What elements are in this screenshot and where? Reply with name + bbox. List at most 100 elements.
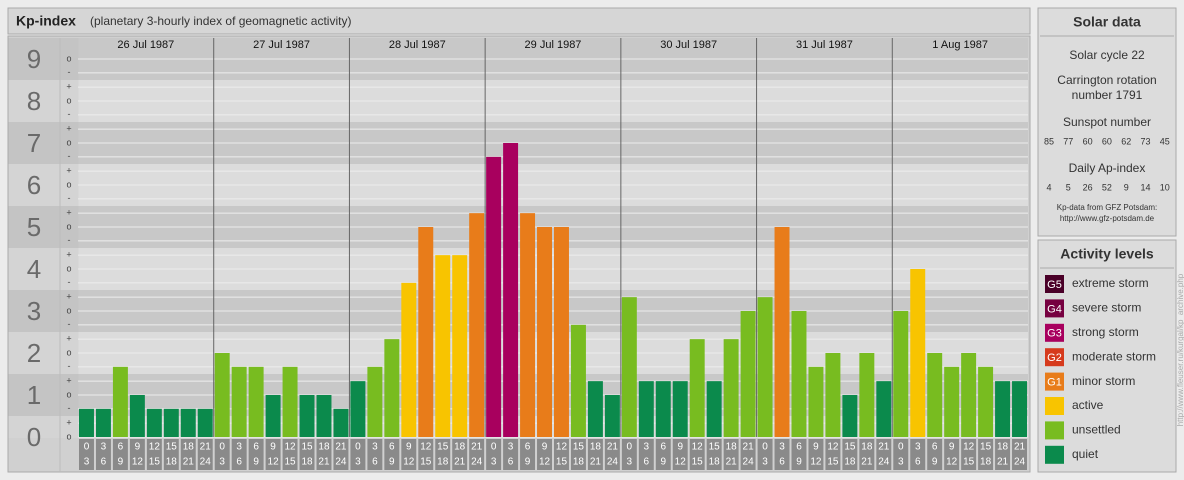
hour-label: 15 xyxy=(149,457,161,468)
hour-label: 15 xyxy=(284,457,296,468)
ap-value: 14 xyxy=(1140,182,1150,192)
hour-label: 12 xyxy=(946,457,958,468)
band xyxy=(8,38,79,80)
hour-box xyxy=(808,439,824,470)
chart-title: Kp-index xyxy=(16,13,76,29)
legend-badge: G2 xyxy=(1047,352,1062,364)
sunspot-value: 45 xyxy=(1160,136,1170,146)
hour-label: 18 xyxy=(861,442,873,453)
minor-tick-label: + xyxy=(66,376,71,386)
panel-text: Carrington rotation xyxy=(1057,73,1156,87)
bar xyxy=(180,408,196,437)
hour-box xyxy=(672,439,688,470)
bar xyxy=(1012,381,1027,437)
hour-label: 0 xyxy=(762,442,768,453)
hour-box xyxy=(893,439,909,470)
bar xyxy=(333,408,349,437)
minor-tick-label: o xyxy=(66,305,71,315)
hour-label: 12 xyxy=(132,457,144,468)
hour-label: 12 xyxy=(810,457,822,468)
bar xyxy=(825,353,841,437)
panel-title: Solar data xyxy=(1073,14,1141,30)
bar xyxy=(469,213,485,437)
hour-box xyxy=(859,439,875,470)
legend-badge: G5 xyxy=(1047,279,1062,291)
hour-box xyxy=(995,439,1011,470)
minor-tick-label: - xyxy=(68,193,71,203)
ap-value: 9 xyxy=(1124,182,1129,192)
bar xyxy=(214,353,230,437)
legend-label: quiet xyxy=(1072,447,1099,461)
panel-text: Solar cycle 22 xyxy=(1069,48,1145,62)
hour-label: 12 xyxy=(539,457,551,468)
ap-value: 5 xyxy=(1066,182,1071,192)
hour-box xyxy=(910,439,926,470)
hour-label: 6 xyxy=(101,457,107,468)
hour-label: 18 xyxy=(997,442,1009,453)
hour-label: 15 xyxy=(692,457,704,468)
bar xyxy=(961,353,977,437)
hour-box xyxy=(384,439,400,470)
minor-tick-label: + xyxy=(66,124,71,134)
hour-box xyxy=(570,439,586,470)
ap-value: 10 xyxy=(1160,182,1170,192)
hour-label: 12 xyxy=(963,442,975,453)
hour-label: 3 xyxy=(762,457,768,468)
hour-box xyxy=(944,439,960,470)
hour-label: 3 xyxy=(219,457,225,468)
hour-label: 0 xyxy=(491,442,497,453)
minor-tick-label: o xyxy=(66,95,71,105)
bar xyxy=(842,395,858,437)
hour-label: 6 xyxy=(779,457,785,468)
hour-label: 9 xyxy=(270,442,276,453)
sunspot-value: 85 xyxy=(1044,136,1054,146)
panel-text: Daily Ap-index xyxy=(1069,161,1146,175)
hour-label: 3 xyxy=(236,442,242,453)
hour-box xyxy=(842,439,858,470)
hour-label: 18 xyxy=(573,457,585,468)
band xyxy=(8,416,79,438)
hour-box xyxy=(435,439,451,470)
bar xyxy=(265,395,281,437)
sunspot-value: 62 xyxy=(1121,136,1131,146)
minor-tick-label: + xyxy=(66,292,71,302)
hour-label: 18 xyxy=(183,442,195,453)
day-label: 31 Jul 1987 xyxy=(796,39,853,51)
hour-label: 9 xyxy=(135,442,141,453)
hour-label: 15 xyxy=(963,457,975,468)
hour-box xyxy=(927,439,943,470)
hour-box xyxy=(299,439,315,470)
hour-label: 15 xyxy=(709,442,721,453)
hour-label: 6 xyxy=(915,457,921,468)
bar xyxy=(978,366,994,437)
day-label: 28 Jul 1987 xyxy=(389,39,446,51)
panel-text: number 1791 xyxy=(1072,88,1143,102)
y-tick-label: 2 xyxy=(27,338,41,368)
hour-label: 9 xyxy=(932,457,938,468)
ap-value: 52 xyxy=(1102,182,1112,192)
minor-tick-label: o xyxy=(66,431,71,441)
hour-label: 15 xyxy=(980,442,992,453)
bar xyxy=(808,366,824,437)
y-tick-label: 7 xyxy=(27,128,41,158)
hour-label: 12 xyxy=(149,442,161,453)
bar xyxy=(672,381,688,437)
hour-label: 18 xyxy=(454,442,466,453)
title-bar xyxy=(7,7,1031,35)
bar xyxy=(486,156,502,438)
band xyxy=(8,290,79,332)
ap-value: 26 xyxy=(1083,182,1093,192)
legend-label: extreme storm xyxy=(1072,276,1149,290)
hour-label: 3 xyxy=(779,442,785,453)
hour-label: 6 xyxy=(932,442,938,453)
hour-box xyxy=(554,439,569,470)
hour-label: 0 xyxy=(355,442,361,453)
y-tick-label: 6 xyxy=(27,170,41,200)
hour-box xyxy=(706,439,722,470)
band xyxy=(8,122,79,164)
minor-tick-label: - xyxy=(68,361,71,371)
hour-box xyxy=(587,439,603,470)
minor-tick-label: o xyxy=(66,389,71,399)
bar xyxy=(995,381,1011,437)
bar xyxy=(146,408,162,437)
